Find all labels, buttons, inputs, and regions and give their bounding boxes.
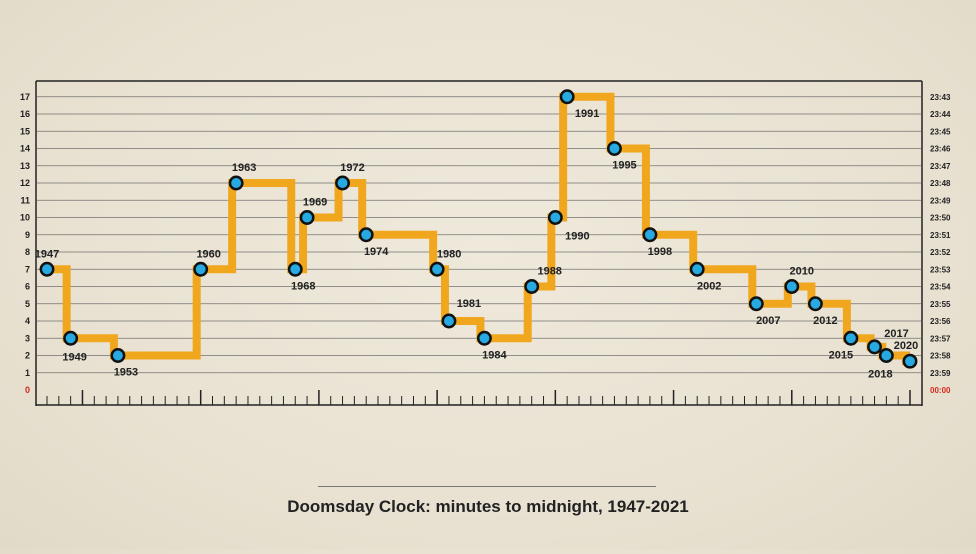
data-point-label: 1968 [291,280,315,292]
y-tick-label-right: 23:58 [930,352,951,361]
y-tick-label-left: 5 [25,299,30,309]
y-tick-label-left: 14 [20,144,30,154]
y-tick-label-right: 23:43 [930,93,951,102]
data-point-label: 2015 [829,349,853,361]
data-point-label: 1972 [340,162,364,174]
data-point-label: 1947 [35,248,59,260]
data-point [335,175,350,191]
y-tick-label-right: 23:55 [930,300,951,309]
data-point-label: 2020 [894,340,918,352]
data-point [110,348,126,363]
data-point [287,261,303,277]
data-point [476,330,492,346]
data-point-label: 2012 [813,315,837,327]
y-tick-label-left: 15 [20,126,30,136]
data-point-label: 1998 [648,246,672,258]
y-tick-label-right: 23:49 [930,196,951,205]
y-tick-label-left: 16 [20,109,30,119]
y-tick-label-left: 1 [25,368,30,378]
data-point [559,89,575,105]
data-point [547,210,563,225]
y-tick-label-right: 23:50 [930,214,951,223]
y-tick-label-right: 23:52 [930,248,951,257]
data-point [843,330,859,346]
data-point [39,261,55,277]
data-point [358,227,374,243]
data-point-label: 1990 [565,231,589,243]
y-tick-label-right: 23:57 [930,334,951,343]
y-tick-label-left: 3 [25,333,30,343]
y-tick-label-right: 23:59 [930,369,951,378]
y-tick-label-right: 23:54 [930,283,951,292]
y-tick-label-left: 9 [25,230,30,240]
data-point-label: 1963 [232,162,256,174]
y-tick-label-right: 23:46 [930,145,951,154]
data-point [784,279,800,294]
data-point-label: 1984 [482,349,507,361]
data-point-label: 1988 [537,266,561,278]
y-tick-label-right: 23:56 [930,317,951,326]
data-point-label: 2017 [884,328,908,340]
data-point-label: 2007 [756,315,780,327]
data-point-label: 1974 [364,246,389,258]
y-tick-label-left: 6 [25,282,30,292]
y-tick-label-left: 2 [25,351,30,361]
data-point [748,296,764,312]
y-tick-label-left: 12 [20,178,30,188]
data-point [228,175,244,191]
chart-title: Doomsday Clock: minutes to midnight, 194… [287,497,689,516]
y-tick-label-right: 23:51 [930,231,951,240]
data-point [524,279,540,294]
data-point-label: 1949 [62,351,86,363]
y-tick-label-right: 23:53 [930,265,951,274]
y-tick-label-left: 4 [25,316,30,326]
y-tick-label-left: 10 [20,213,30,223]
data-point-label: 1960 [196,248,220,260]
data-point-label: 1995 [612,160,636,172]
data-point [193,261,209,277]
data-point-label: 2018 [868,369,892,381]
data-point [607,141,622,156]
data-point [429,261,445,277]
y-tick-label-left: 17 [20,92,30,102]
data-point [878,348,894,363]
data-point-label: 1969 [303,197,327,209]
y-tick-label-left: 8 [25,247,30,257]
data-point-label: 1991 [575,108,599,120]
y-tick-label-right: 23:44 [930,110,951,119]
data-point [299,210,315,225]
data-point-label: 2002 [697,280,721,292]
data-point [642,227,658,243]
y-tick-label-left: 13 [20,161,30,171]
data-point [441,313,457,329]
y-tick-label-left: 0 [25,385,30,395]
data-point-label: 1953 [114,367,138,379]
title-rule [318,486,656,487]
data-point [902,353,918,369]
data-point [63,330,79,346]
y-tick-label-left: 11 [20,195,30,205]
data-point [689,261,705,277]
y-tick-label-right: 00:00 [930,386,951,395]
y-tick-label-right: 23:48 [930,179,951,188]
data-point-label: 1981 [457,298,481,310]
data-point [807,296,823,312]
y-tick-label-right: 23:45 [930,127,951,136]
y-tick-label-right: 23:47 [930,162,951,171]
y-tick-label-left: 7 [25,264,30,274]
data-point-label: 2010 [790,266,814,278]
data-point-label: 1980 [437,248,461,260]
data-point [867,339,882,355]
